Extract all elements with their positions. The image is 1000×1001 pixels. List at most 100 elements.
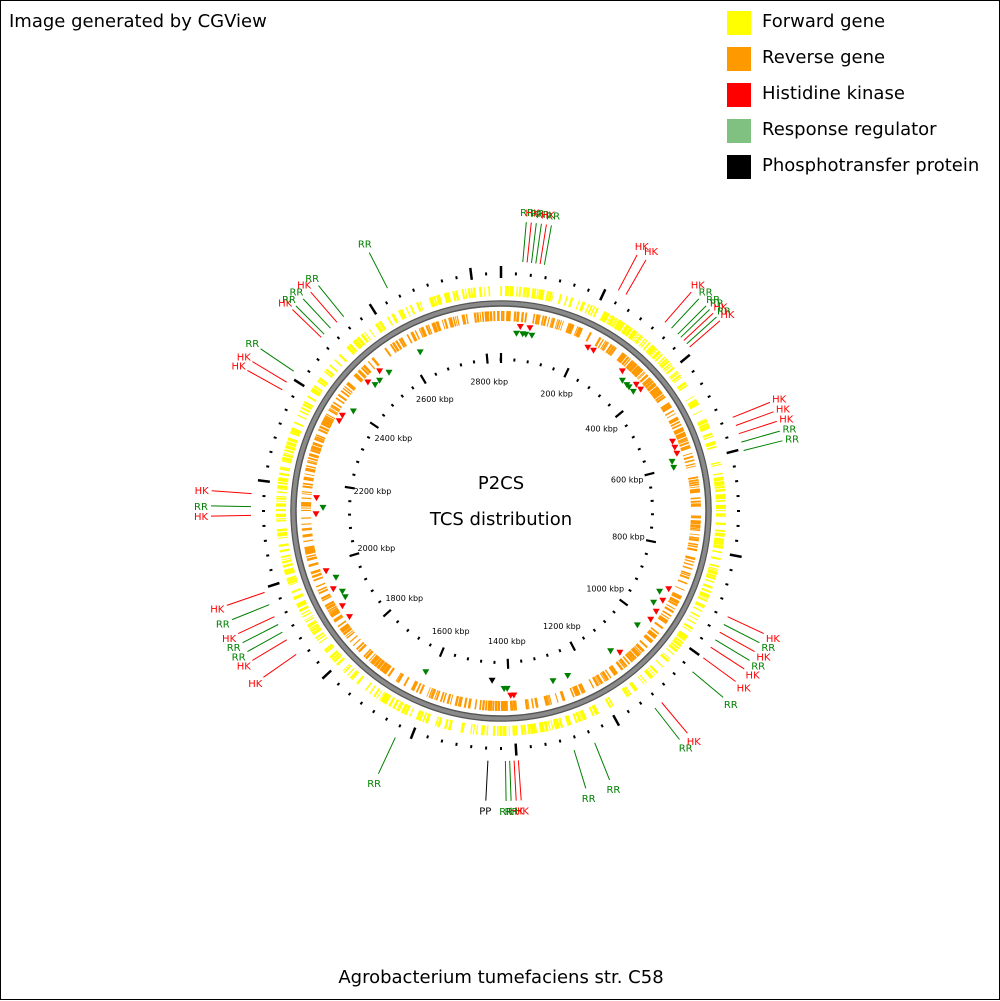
reverse-gene-mark [350, 635, 358, 642]
reverse-gene-mark [487, 311, 488, 321]
rr-label: RR [358, 240, 372, 251]
outer-tick [663, 683, 665, 685]
reverse-gene-mark [303, 535, 313, 536]
outer-tick [588, 289, 589, 292]
outer-tick [700, 383, 703, 385]
reverse-gene-mark [404, 677, 409, 686]
reverse-gene-mark [486, 700, 487, 710]
forward-gene-mark [703, 584, 712, 587]
outer-tick [292, 625, 295, 626]
rr-marker [528, 333, 535, 339]
forward-gene-mark [370, 686, 376, 694]
hk-label: HK [248, 679, 263, 690]
scale-tick [382, 414, 384, 416]
callout-line [311, 292, 337, 322]
outer-tick [700, 637, 703, 639]
reverse-gene-mark [482, 312, 483, 322]
reverse-gene-mark [688, 545, 698, 547]
scale-tick [638, 449, 641, 450]
reverse-gene-mark [368, 361, 375, 368]
callout-line [741, 431, 780, 442]
outer-tick [516, 744, 517, 756]
reverse-gene-mark [301, 498, 311, 499]
scale-label: 1800 kbp [385, 594, 423, 603]
scale-tick [599, 395, 601, 397]
rr-marker [342, 594, 349, 600]
outer-tick [292, 396, 295, 397]
outer-tick [727, 450, 739, 453]
scale-tick [629, 590, 632, 592]
reverse-gene-mark [313, 577, 322, 580]
forward-gene-mark [689, 615, 698, 620]
outer-tick [708, 396, 711, 397]
reverse-gene-mark [688, 543, 698, 545]
scale-tick [371, 590, 374, 592]
outer-tick [442, 280, 443, 283]
outer-tick [545, 276, 546, 279]
forward-gene-mark [308, 396, 317, 401]
reverse-gene-mark [678, 580, 687, 584]
callout-line [247, 370, 282, 389]
hk-marker [590, 348, 597, 354]
scale-tick [359, 566, 362, 567]
outer-tick [651, 327, 653, 329]
outer-tick [258, 480, 270, 482]
forward-gene-mark [716, 524, 726, 525]
forward-gene-mark [532, 288, 533, 298]
outer-tick [470, 268, 472, 280]
rr-marker [339, 589, 346, 595]
forward-gene-mark [278, 483, 288, 484]
hk-marker [669, 439, 676, 445]
forward-gene-mark [487, 726, 488, 736]
outer-tick [715, 409, 718, 410]
reverse-gene-mark [690, 530, 700, 531]
rr-marker [650, 600, 657, 606]
forward-gene-mark [656, 660, 663, 667]
forward-gene-mark [707, 446, 717, 449]
reverse-gene-mark [302, 529, 312, 530]
forward-gene-mark [427, 714, 430, 723]
scale-tick [487, 354, 488, 364]
forward-gene-mark [389, 698, 394, 707]
outer-tick [308, 650, 310, 652]
organism-name: Agrobacterium tumefaciens str. C58 [1, 967, 1000, 988]
rr-label: RR [245, 339, 259, 350]
callout-line [536, 224, 542, 264]
rr-marker [656, 589, 663, 595]
forward-gene-mark [715, 534, 725, 535]
outer-tick [715, 611, 718, 612]
scale-tick [356, 461, 359, 462]
forward-gene-mark [281, 555, 291, 557]
scale-tick [361, 449, 364, 450]
callout-line [724, 625, 760, 643]
outer-tick [266, 466, 269, 467]
scale-tick [455, 654, 456, 657]
rr-label: RR [582, 794, 596, 805]
forward-gene-mark [482, 725, 483, 735]
rr-marker [564, 673, 571, 679]
reverse-gene-mark [690, 526, 700, 527]
outer-tick [270, 452, 273, 453]
scale-label: 1200 kbp [543, 622, 581, 631]
callout-line [212, 491, 252, 494]
outer-tick [725, 437, 728, 438]
outer-tick [268, 583, 279, 587]
reverse-gene-mark [675, 586, 684, 590]
rr-marker [417, 349, 424, 355]
callout-line [744, 441, 783, 451]
scale-tick [350, 553, 360, 556]
reverse-gene-mark [466, 314, 468, 324]
hk-marker [313, 511, 320, 517]
outer-tick [349, 327, 351, 329]
scale-tick [616, 411, 624, 417]
outer-tick [681, 355, 690, 363]
reverse-gene-mark [691, 498, 701, 499]
scale-label: 1600 kbp [432, 627, 470, 636]
outer-tick [322, 670, 331, 678]
reverse-gene-mark [513, 701, 514, 711]
reverse-gene-mark [655, 623, 663, 629]
outer-tick [613, 715, 619, 726]
outer-tick [337, 683, 339, 685]
forward-gene-mark [473, 724, 474, 734]
callout-line [655, 708, 680, 740]
